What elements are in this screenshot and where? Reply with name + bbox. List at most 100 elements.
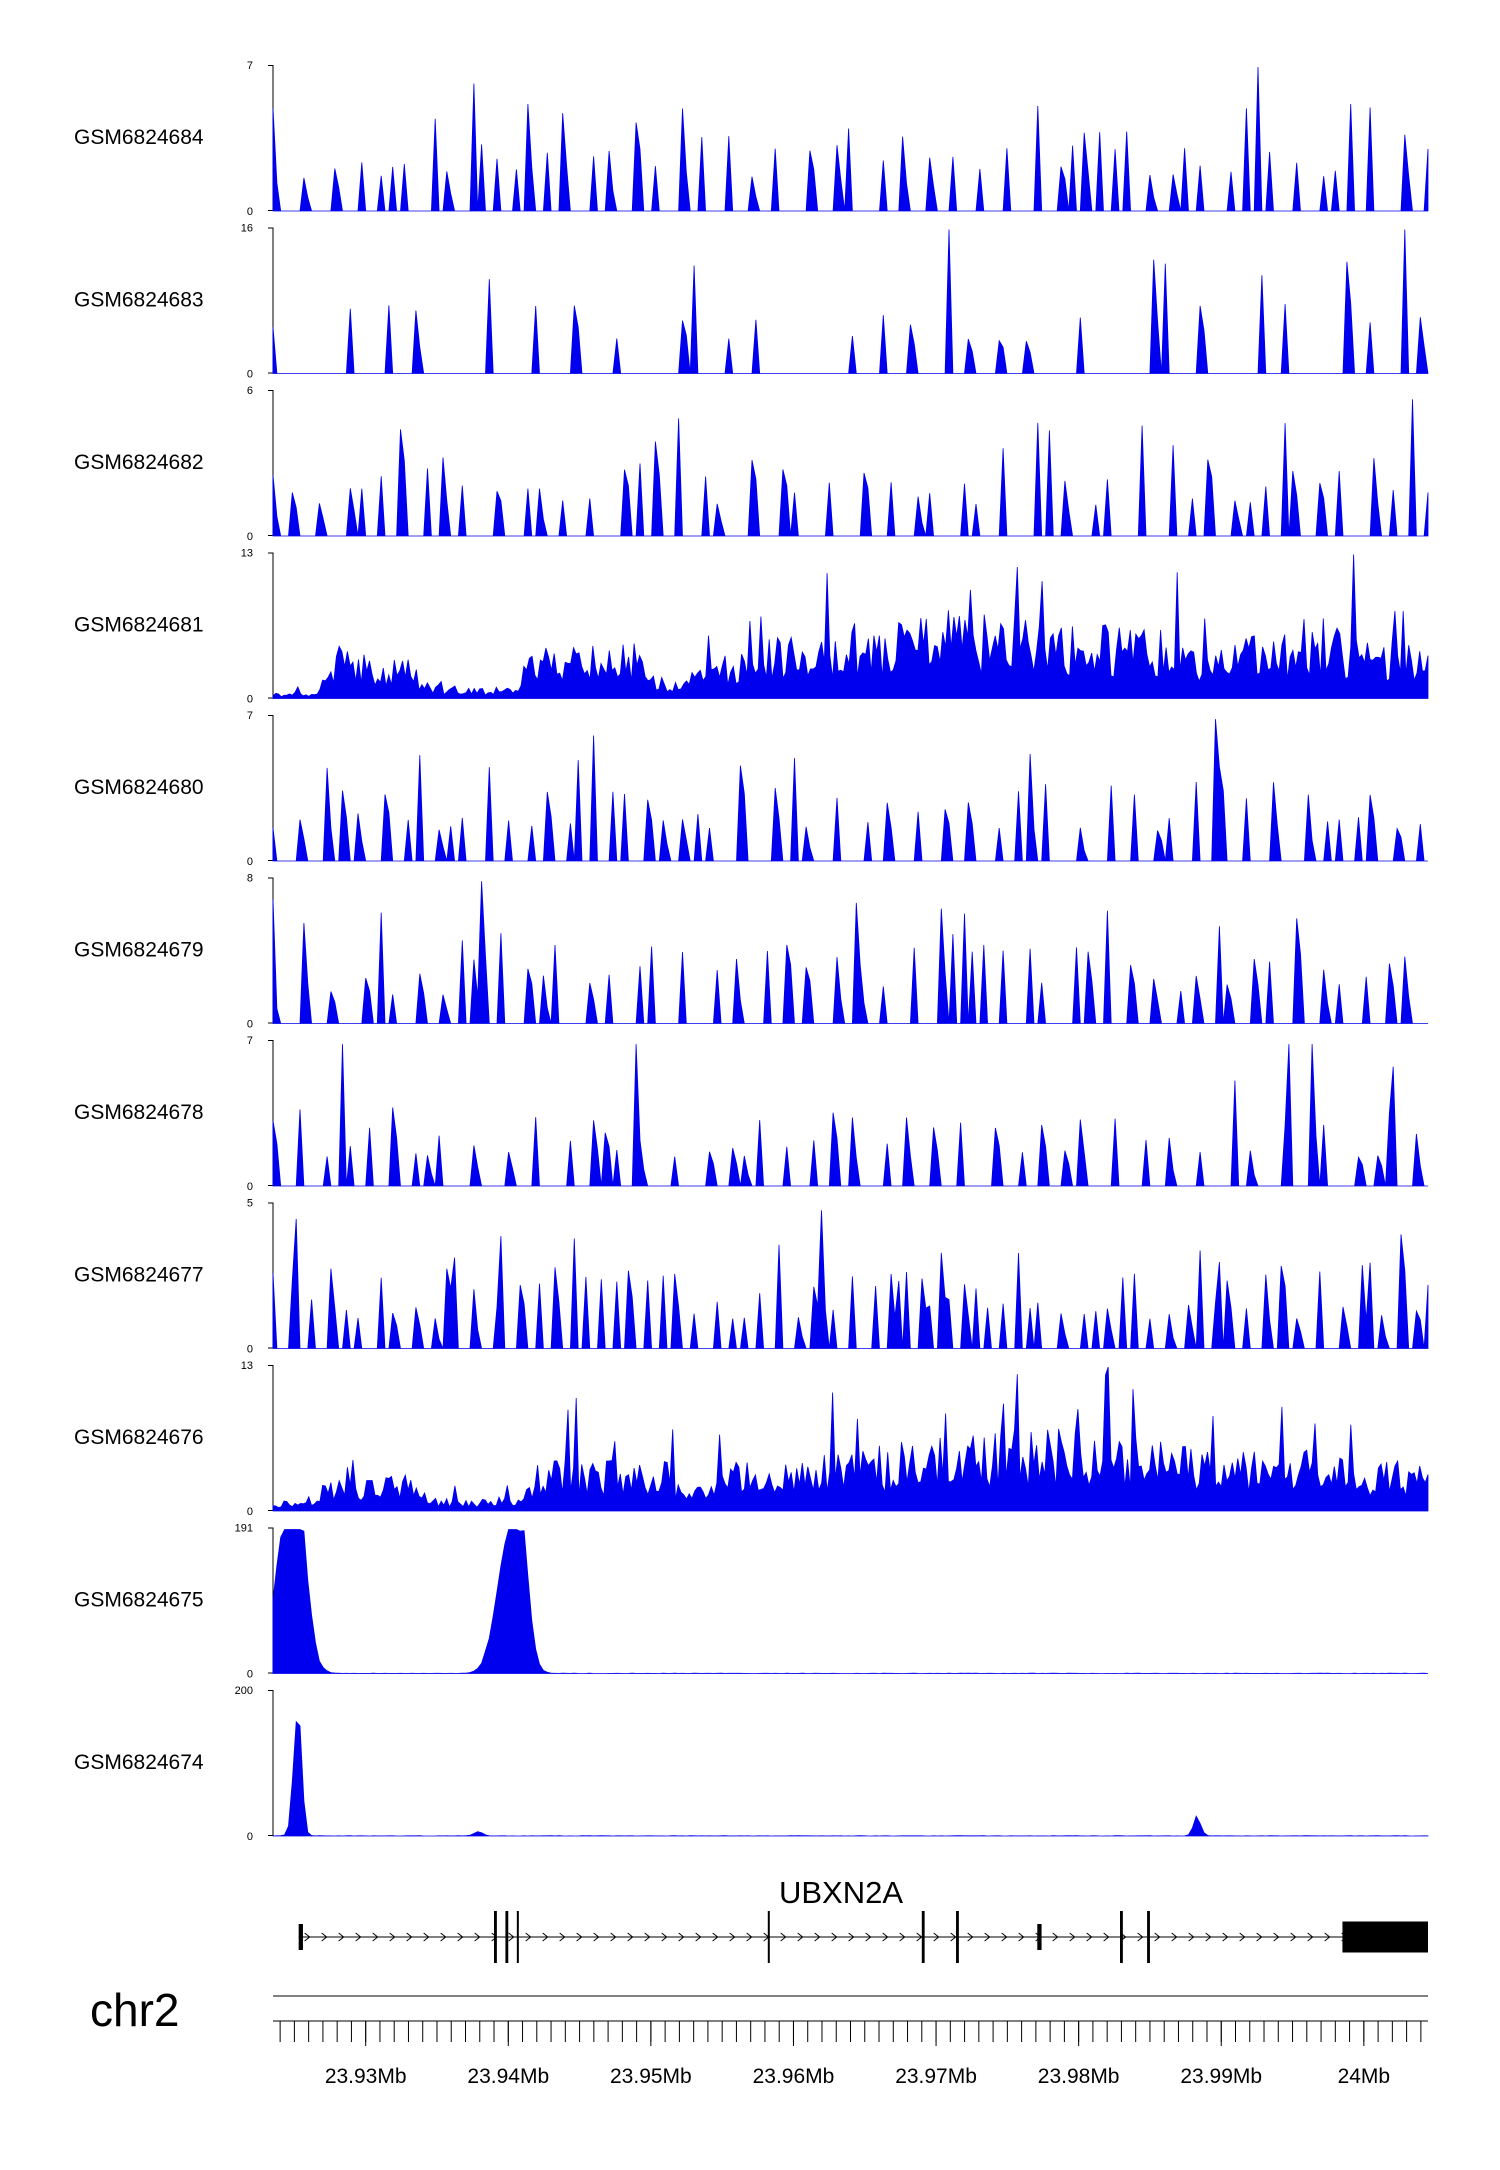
axis-tick-label: 23.93Mb <box>325 2065 407 2088</box>
strand-arrow-icon <box>729 1932 736 1942</box>
track-label: GSM6824674 <box>74 1751 204 1774</box>
coverage-area-GSM6824684 <box>272 66 1429 212</box>
strand-arrow-icon <box>1154 1932 1161 1942</box>
strand-arrow-icon <box>1273 1932 1280 1942</box>
strand-arrow-icon <box>576 1932 583 1942</box>
strand-arrow-icon <box>950 1932 957 1942</box>
strand-arrow-icon <box>865 1932 872 1942</box>
strand-arrow-icon <box>1256 1932 1263 1942</box>
y-min-label: 0 <box>247 1181 253 1193</box>
track-GSM6824683: GSM6824683 16 0 <box>74 223 1429 381</box>
exon <box>956 1911 959 1963</box>
axis-tick-label: 23.97Mb <box>895 2065 977 2088</box>
track-label: GSM6824682 <box>74 451 204 474</box>
coverage-area-GSM6824679 <box>272 881 1428 1024</box>
strand-arrow-icon <box>610 1932 617 1942</box>
exon <box>298 1924 303 1950</box>
strand-arrow-icon <box>967 1932 974 1942</box>
strand-arrow-icon <box>338 1932 345 1942</box>
track-label: GSM6824676 <box>74 1426 204 1449</box>
coverage-area-GSM6824677 <box>272 1210 1429 1349</box>
strand-arrow-icon <box>440 1932 447 1942</box>
track-GSM6824681: GSM6824681 13 0 <box>74 548 1429 706</box>
strand-arrow-icon <box>814 1932 821 1942</box>
axis-tick-label: 24Mb <box>1338 2065 1391 2088</box>
y-max-label: 13 <box>241 548 253 560</box>
strand-arrow-icon <box>355 1932 362 1942</box>
strand-arrow-icon <box>712 1932 719 1942</box>
strand-arrow-icon <box>695 1932 702 1942</box>
track-GSM6824674: GSM6824674 200 0 <box>74 1685 1429 1843</box>
strand-arrow-icon <box>1324 1932 1331 1942</box>
track-label: GSM6824684 <box>74 126 204 149</box>
y-max-label: 6 <box>247 385 253 397</box>
y-min-label: 0 <box>247 1344 253 1356</box>
exon <box>1037 1924 1042 1950</box>
track-GSM6824682: GSM6824682 6 0 <box>74 385 1429 543</box>
exon <box>1120 1911 1123 1963</box>
exon <box>516 1911 519 1963</box>
y-max-label: 7 <box>247 1035 253 1047</box>
strand-arrow-icon <box>644 1932 651 1942</box>
coverage-area-GSM6824676 <box>272 1366 1429 1512</box>
strand-arrow-icon <box>678 1932 685 1942</box>
y-min-label: 0 <box>247 369 253 381</box>
strand-arrow-icon <box>1069 1932 1076 1942</box>
strand-arrow-icon <box>542 1932 549 1942</box>
strand-arrow-icon <box>304 1932 311 1942</box>
chromosome-label: chr2 <box>90 1984 179 2036</box>
strand-arrow-icon <box>1086 1932 1093 1942</box>
track-label: GSM6824678 <box>74 1101 204 1124</box>
y-max-label: 200 <box>235 1685 253 1697</box>
strand-arrow-icon <box>559 1932 566 1942</box>
exon <box>1147 1911 1150 1963</box>
strand-arrow-icon <box>746 1932 753 1942</box>
strand-arrow-icon <box>899 1932 906 1942</box>
exon <box>505 1911 509 1963</box>
coverage-area-GSM6824680 <box>272 719 1428 862</box>
strand-arrow-icon <box>797 1932 804 1942</box>
gene-name-label: UBXN2A <box>779 1875 903 1910</box>
strand-arrow-icon <box>457 1932 464 1942</box>
strand-arrow-icon <box>780 1932 787 1942</box>
strand-arrow-icon <box>474 1932 481 1942</box>
y-min-label: 0 <box>247 856 253 868</box>
y-max-label: 5 <box>247 1198 253 1210</box>
strand-arrow-icon <box>1001 1932 1008 1942</box>
y-min-label: 0 <box>247 1831 253 1843</box>
exon <box>1342 1921 1428 1953</box>
strand-arrow-icon <box>627 1932 634 1942</box>
strand-arrow-icon <box>1103 1932 1110 1942</box>
axis-tick-label: 23.99Mb <box>1180 2065 1262 2088</box>
axis-tick-label: 23.95Mb <box>610 2065 692 2088</box>
coverage-tracks: GSM682468470GSM6824683160GSM682468260GSM… <box>74 60 1429 1843</box>
strand-arrow-icon <box>321 1932 328 1942</box>
exon <box>494 1911 497 1963</box>
y-min-label: 0 <box>247 1506 253 1518</box>
strand-arrow-icon <box>406 1932 413 1942</box>
track-label: GSM6824679 <box>74 939 204 962</box>
y-max-label: 13 <box>241 1360 253 1372</box>
y-min-label: 0 <box>247 1019 253 1031</box>
genomic-axis: chr2 23.93Mb 23.94Mb 23.95Mb 23.96Mb 23.97Mb… <box>90 1984 1428 2088</box>
y-max-label: 7 <box>247 60 253 72</box>
track-label: GSM6824680 <box>74 776 204 799</box>
y-min-label: 0 <box>247 531 253 543</box>
strand-arrow-icon <box>1018 1932 1025 1942</box>
coverage-area-GSM6824674 <box>272 1720 1429 1837</box>
strand-arrow-icon <box>1188 1932 1195 1942</box>
strand-arrow-icon <box>508 1932 515 1942</box>
strand-arrow-icon <box>661 1932 668 1942</box>
track-label: GSM6824681 <box>74 614 204 637</box>
track-GSM6824675: GSM6824675 191 0 <box>74 1523 1429 1681</box>
track-label: GSM6824677 <box>74 1264 204 1287</box>
strand-arrow-icon <box>1205 1932 1212 1942</box>
strand-arrow-icon <box>1290 1932 1297 1942</box>
track-GSM6824680: GSM6824680 7 0 <box>74 710 1428 868</box>
strand-arrow-icon <box>984 1932 991 1942</box>
strand-arrow-icon <box>593 1932 600 1942</box>
y-max-label: 191 <box>235 1523 253 1535</box>
strand-arrow-icon <box>372 1932 379 1942</box>
y-max-label: 7 <box>247 710 253 722</box>
